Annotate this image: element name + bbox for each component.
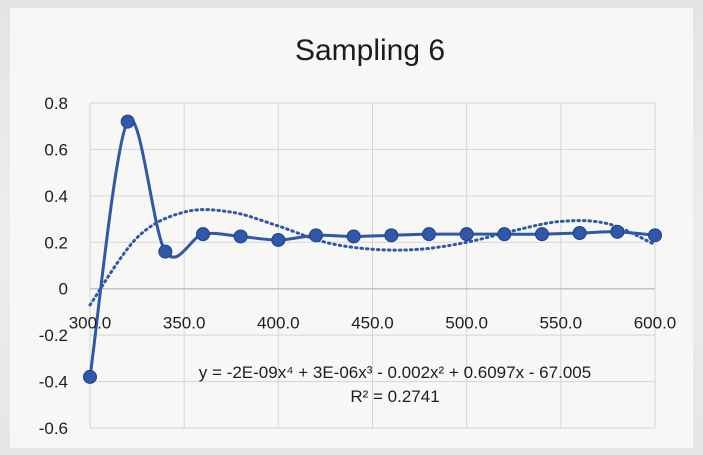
r-squared-label: R² = 0.2741	[350, 387, 439, 406]
series-group	[83, 114, 662, 384]
data-point	[309, 228, 323, 243]
data-point	[233, 229, 248, 244]
y-axis-labels: -0.6 -0.4 -0.2 0 0.2 0.4 0.6 0.8	[39, 94, 68, 438]
x-tick-label: 550.0	[540, 314, 583, 333]
y-tick-label: -0.2	[39, 326, 68, 345]
y-tick-label: 0.8	[44, 94, 68, 113]
y-tick-label: 0.4	[44, 187, 68, 206]
polynomial-trendline	[88, 208, 657, 307]
data-point	[610, 224, 625, 239]
x-axis-labels: 300.0 350.0 400.0 450.0 500.0 550.0 600.0	[69, 314, 677, 333]
data-point	[196, 227, 210, 242]
x-tick-label: 350.0	[163, 314, 206, 333]
data-point	[497, 227, 512, 242]
data-point	[120, 114, 135, 129]
x-tick-label: 400.0	[257, 314, 300, 333]
chart-title: Sampling 6	[295, 34, 445, 67]
y-tick-label: -0.4	[39, 373, 68, 392]
data-point	[346, 229, 361, 244]
data-point	[158, 244, 173, 259]
x-tick-label: 600.0	[634, 314, 677, 333]
data-point	[271, 232, 286, 247]
data-point	[422, 227, 436, 242]
y-tick-label: 0.6	[44, 140, 68, 159]
y-tick-label: 0.2	[44, 233, 68, 252]
y-tick-label: 0	[59, 280, 68, 299]
data-point	[572, 226, 587, 240]
gridlines	[89, 102, 656, 429]
data-point	[384, 228, 399, 243]
x-tick-label: 500.0	[445, 314, 488, 333]
x-tick-label: 300.0	[69, 314, 112, 333]
data-point	[648, 228, 662, 243]
data-point	[83, 369, 97, 384]
y-tick-label: -0.6	[39, 419, 68, 438]
data-point	[535, 227, 549, 242]
trendline-equation: y = -2E-09x⁴ + 3E-06x³ - 0.002x² + 0.609…	[199, 363, 591, 382]
data-point	[459, 227, 474, 242]
x-tick-label: 450.0	[351, 314, 394, 333]
trendline-group	[88, 208, 657, 307]
